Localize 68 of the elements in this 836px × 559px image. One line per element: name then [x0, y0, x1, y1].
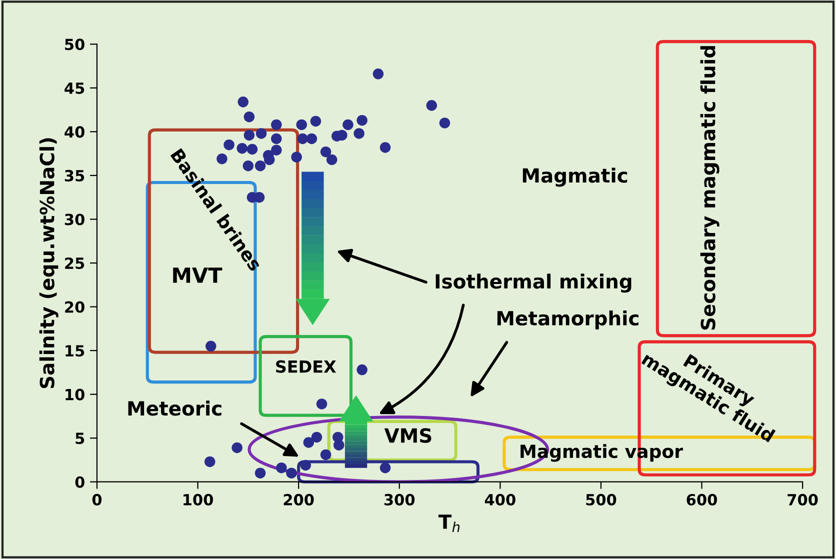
point	[354, 128, 364, 139]
x-tick-label: 500	[586, 494, 616, 506]
point	[276, 462, 287, 474]
point	[380, 142, 391, 153]
point	[320, 449, 332, 460]
point	[232, 442, 242, 454]
point	[372, 68, 384, 80]
point	[286, 468, 297, 478]
y-tick-label: 40	[64, 126, 84, 138]
x-axis-title: T$_{h}$	[438, 514, 460, 532]
point	[439, 118, 450, 128]
annotation: Magmatic	[522, 168, 628, 187]
point	[254, 468, 266, 478]
point	[271, 119, 282, 130]
x-tick-label: 400	[484, 494, 516, 506]
y-tick-label: 5	[76, 432, 84, 444]
y-tick-label: 25	[65, 257, 84, 270]
y-tick-label: 50	[65, 38, 84, 50]
point	[256, 128, 267, 139]
y-tick-label: 20	[65, 301, 84, 313]
point	[306, 133, 318, 144]
annotation: Meteoric	[128, 400, 222, 416]
y-tick-label: 10	[66, 388, 84, 400]
point	[303, 437, 314, 448]
point	[204, 456, 216, 468]
point	[291, 152, 302, 162]
y-tick-label: 15	[66, 345, 84, 357]
point	[236, 142, 248, 154]
x-tick-label: 300	[384, 494, 415, 506]
y-tick-label: 35	[64, 170, 84, 182]
point	[246, 144, 258, 155]
point	[244, 111, 255, 122]
y-tick-label: 0	[75, 476, 84, 488]
point	[326, 154, 338, 166]
point	[310, 116, 322, 127]
point	[271, 144, 282, 156]
point	[244, 130, 255, 141]
annotation: Isothermal mixing	[436, 274, 632, 293]
x-tick-label: 0	[92, 494, 102, 506]
point	[271, 133, 282, 144]
x-tick-label: 600	[686, 494, 717, 506]
annotation: Metamorphic	[497, 310, 638, 330]
point	[300, 460, 312, 471]
annotation: SEDEX	[276, 360, 336, 373]
y-tick-label: 45	[64, 82, 84, 94]
point	[380, 462, 391, 474]
point	[426, 100, 438, 111]
point	[254, 160, 266, 172]
point	[206, 340, 216, 352]
point	[296, 119, 307, 130]
x-tick-label: 700	[788, 494, 818, 506]
x-tick-label: 100	[184, 494, 213, 506]
point	[334, 440, 344, 450]
point	[342, 119, 354, 130]
point	[316, 398, 328, 410]
x-tick-label: 200	[284, 494, 314, 506]
annotation: VMS	[384, 428, 432, 443]
point	[356, 114, 368, 126]
y-tick-label: 30	[64, 214, 84, 226]
point	[356, 364, 368, 376]
point	[297, 133, 308, 144]
point	[320, 146, 332, 158]
point	[238, 96, 249, 108]
y-axis-title: Salinity (equ.wt%NaCl)	[39, 138, 58, 388]
point	[224, 139, 234, 150]
annotation: Secondary magmatic fluid	[700, 46, 720, 330]
point	[311, 432, 322, 443]
point	[242, 160, 254, 172]
